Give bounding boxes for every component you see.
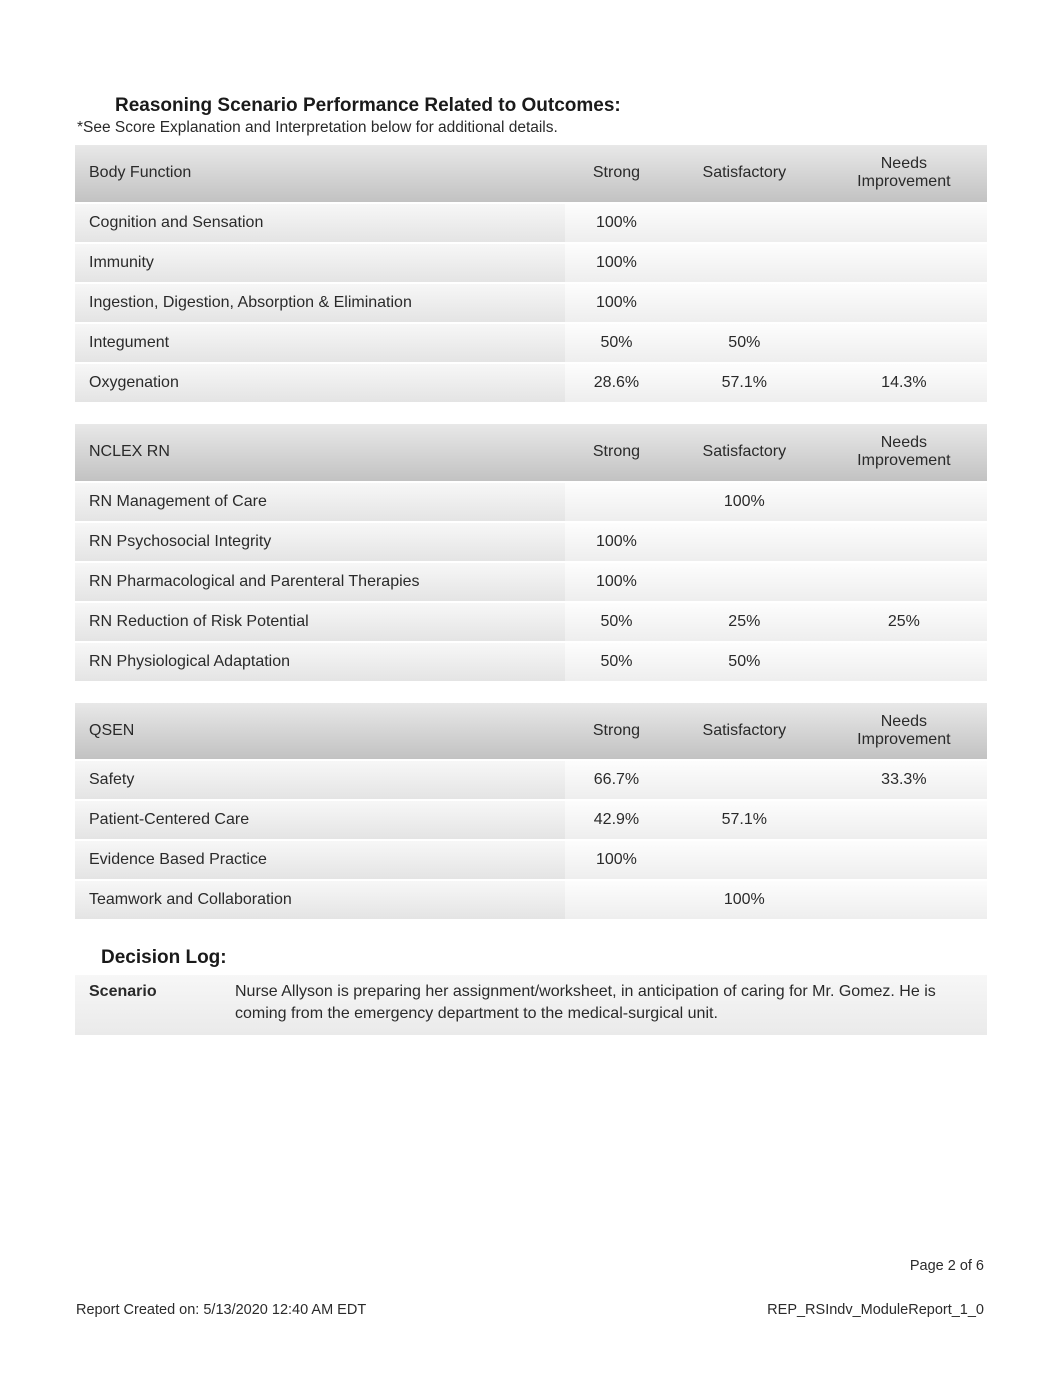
table-row: Safety 66.7% 33.3% (75, 759, 987, 799)
cell-strong: 42.9% (565, 799, 668, 839)
cell-strong: 100% (565, 242, 668, 282)
cell-needs: 14.3% (821, 362, 987, 402)
row-label: Cognition and Sensation (75, 202, 565, 242)
col-satisfactory: Satisfactory (668, 424, 821, 481)
cell-needs (821, 641, 987, 681)
cell-needs (821, 839, 987, 879)
col-needs-improvement: Needs Improvement (821, 703, 987, 760)
scenario-text: Nurse Allyson is preparing her assignmen… (235, 981, 977, 1024)
cell-strong: 50% (565, 641, 668, 681)
row-label: RN Psychosocial Integrity (75, 521, 565, 561)
cell-strong: 28.6% (565, 362, 668, 402)
table-nclex-rn: NCLEX RN Strong Satisfactory Needs Impro… (75, 424, 987, 681)
cell-needs (821, 521, 987, 561)
cell-satisfactory: 57.1% (668, 799, 821, 839)
section-title: Reasoning Scenario Performance Related t… (115, 95, 987, 117)
cell-satisfactory: 57.1% (668, 362, 821, 402)
cell-strong (565, 879, 668, 919)
page-number: Page 2 of 6 (910, 1258, 984, 1274)
cell-strong: 100% (565, 202, 668, 242)
table-row: RN Management of Care 100% (75, 481, 987, 521)
cell-strong: 66.7% (565, 759, 668, 799)
table-row: RN Pharmacological and Parenteral Therap… (75, 561, 987, 601)
section-subtitle: *See Score Explanation and Interpretatio… (77, 119, 987, 137)
cell-satisfactory: 50% (668, 322, 821, 362)
row-label: Integument (75, 322, 565, 362)
scenario-box: Scenario Nurse Allyson is preparing her … (75, 975, 987, 1034)
row-label: RN Reduction of Risk Potential (75, 601, 565, 641)
table-row: Teamwork and Collaboration 100% (75, 879, 987, 919)
table-row: Immunity 100% (75, 242, 987, 282)
cell-satisfactory (668, 242, 821, 282)
footer-report-id: REP_RSIndv_ModuleReport_1_0 (767, 1302, 984, 1318)
row-label: Teamwork and Collaboration (75, 879, 565, 919)
cell-satisfactory (668, 282, 821, 322)
category-header: NCLEX RN (75, 424, 565, 481)
table-row: RN Psychosocial Integrity 100% (75, 521, 987, 561)
cell-needs (821, 202, 987, 242)
category-header: QSEN (75, 703, 565, 760)
cell-satisfactory: 50% (668, 641, 821, 681)
footer-created-on: Report Created on: 5/13/2020 12:40 AM ED… (76, 1302, 366, 1318)
table-row: RN Reduction of Risk Potential 50% 25% 2… (75, 601, 987, 641)
cell-strong (565, 481, 668, 521)
table-row: Oxygenation 28.6% 57.1% 14.3% (75, 362, 987, 402)
category-header: Body Function (75, 145, 565, 202)
table-qsen: QSEN Strong Satisfactory Needs Improveme… (75, 703, 987, 920)
cell-satisfactory (668, 521, 821, 561)
table-row: RN Physiological Adaptation 50% 50% (75, 641, 987, 681)
row-label: Safety (75, 759, 565, 799)
table-row: Evidence Based Practice 100% (75, 839, 987, 879)
cell-strong: 100% (565, 839, 668, 879)
table-row: Patient-Centered Care 42.9% 57.1% (75, 799, 987, 839)
cell-strong: 100% (565, 521, 668, 561)
cell-needs (821, 799, 987, 839)
col-satisfactory: Satisfactory (668, 703, 821, 760)
cell-strong: 100% (565, 561, 668, 601)
scenario-label: Scenario (85, 981, 235, 1024)
row-label: Ingestion, Digestion, Absorption & Elimi… (75, 282, 565, 322)
cell-needs: 33.3% (821, 759, 987, 799)
cell-satisfactory (668, 759, 821, 799)
table-row: Cognition and Sensation 100% (75, 202, 987, 242)
cell-satisfactory (668, 561, 821, 601)
row-label: RN Physiological Adaptation (75, 641, 565, 681)
cell-needs (821, 561, 987, 601)
row-label: RN Management of Care (75, 481, 565, 521)
cell-satisfactory (668, 839, 821, 879)
col-strong: Strong (565, 145, 668, 202)
decision-log-title: Decision Log: (101, 947, 987, 969)
cell-needs (821, 481, 987, 521)
cell-needs (821, 282, 987, 322)
cell-strong: 100% (565, 282, 668, 322)
col-strong: Strong (565, 703, 668, 760)
table-row: Ingestion, Digestion, Absorption & Elimi… (75, 282, 987, 322)
col-needs-improvement: Needs Improvement (821, 424, 987, 481)
cell-satisfactory (668, 202, 821, 242)
cell-satisfactory: 100% (668, 481, 821, 521)
cell-satisfactory: 100% (668, 879, 821, 919)
cell-strong: 50% (565, 322, 668, 362)
cell-needs (821, 242, 987, 282)
cell-needs (821, 322, 987, 362)
row-label: Oxygenation (75, 362, 565, 402)
cell-satisfactory: 25% (668, 601, 821, 641)
cell-strong: 50% (565, 601, 668, 641)
row-label: Evidence Based Practice (75, 839, 565, 879)
col-needs-improvement: Needs Improvement (821, 145, 987, 202)
row-label: Immunity (75, 242, 565, 282)
row-label: RN Pharmacological and Parenteral Therap… (75, 561, 565, 601)
col-strong: Strong (565, 424, 668, 481)
cell-needs (821, 879, 987, 919)
table-row: Integument 50% 50% (75, 322, 987, 362)
row-label: Patient-Centered Care (75, 799, 565, 839)
col-satisfactory: Satisfactory (668, 145, 821, 202)
table-body-function: Body Function Strong Satisfactory Needs … (75, 145, 987, 402)
cell-needs: 25% (821, 601, 987, 641)
